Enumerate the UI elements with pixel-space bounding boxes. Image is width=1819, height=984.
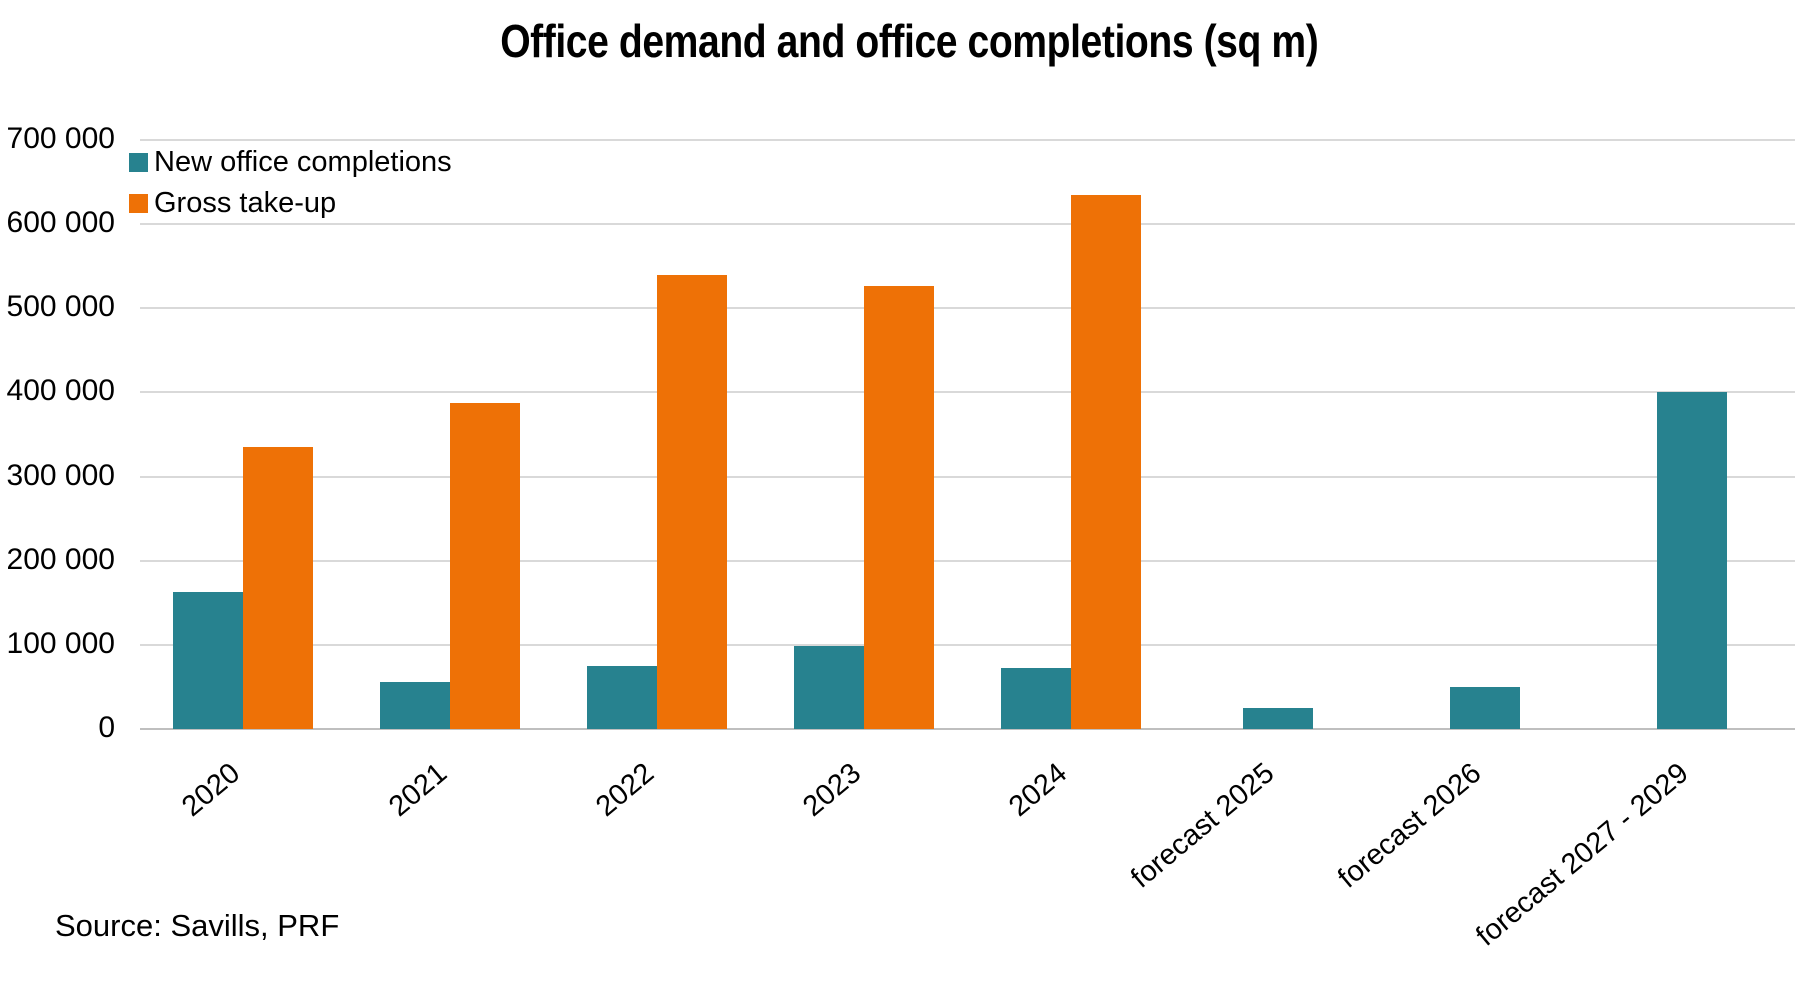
y-tick-label: 100 000 — [6, 626, 115, 660]
bar-2020-completions — [173, 591, 244, 729]
bar-forecast-2027---2029-completions — [1656, 392, 1727, 729]
bar-2024-takeup — [1070, 194, 1141, 729]
gridline-100000 — [140, 643, 1795, 646]
legend-label-takeup: Gross take-up — [154, 187, 337, 219]
y-tick-label: 400 000 — [6, 374, 115, 408]
chart-legend: New office completions Gross take-up — [129, 146, 452, 228]
legend-item-takeup: Gross take-up — [129, 187, 452, 219]
bar-2023-completions — [794, 645, 865, 729]
y-tick-label: 200 000 — [6, 542, 115, 576]
bar-2020-takeup — [243, 447, 314, 729]
legend-item-completions: New office completions — [129, 146, 452, 178]
gridline-600000 — [140, 223, 1795, 226]
bar-forecast-2026-completions — [1449, 686, 1520, 729]
gridline-200000 — [140, 559, 1795, 562]
y-tick-label: 700 000 — [6, 122, 115, 155]
gridline-500000 — [140, 307, 1795, 310]
x-tick-label-forecast-2027---2029: forecast 2027 - 2029 — [1469, 757, 1695, 953]
bar-forecast-2025-completions — [1242, 707, 1313, 729]
completions-swatch-icon — [129, 152, 148, 172]
chart-title-row: Office demand and office completions (sq… — [0, 14, 1819, 68]
bar-2021-completions — [380, 681, 451, 729]
x-tick-label-2024: 2024 — [1003, 757, 1074, 823]
takeup-swatch-icon — [129, 193, 148, 213]
x-tick-label-2022: 2022 — [589, 757, 660, 823]
x-tick-label-2020: 2020 — [176, 757, 247, 823]
gridline-400000 — [140, 391, 1795, 394]
bar-2022-takeup — [657, 274, 728, 729]
x-tick-label-forecast-2026: forecast 2026 — [1332, 757, 1488, 895]
gridline-300000 — [140, 475, 1795, 478]
y-tick-label: 600 000 — [6, 206, 115, 240]
bar-2021-takeup — [450, 402, 521, 729]
x-tick-label-2021: 2021 — [382, 757, 453, 823]
legend-label-completions: New office completions — [154, 146, 452, 178]
y-tick-label: 300 000 — [6, 458, 115, 492]
source-note: Source: Savills, PRF — [55, 908, 340, 943]
gridline-0 — [140, 728, 1795, 730]
y-tick-label: 500 000 — [6, 290, 115, 324]
bar-2023-takeup — [864, 286, 935, 729]
plot-area — [140, 139, 1795, 730]
bar-2022-completions — [587, 665, 658, 729]
bar-2024-completions — [1000, 667, 1071, 729]
y-tick-label: 0 — [98, 711, 115, 744]
chart-title: Office demand and office completions (sq… — [500, 15, 1319, 67]
gridline-700000 — [140, 139, 1795, 141]
x-tick-label-2023: 2023 — [796, 757, 867, 823]
x-tick-label-forecast-2025: forecast 2025 — [1125, 757, 1281, 895]
